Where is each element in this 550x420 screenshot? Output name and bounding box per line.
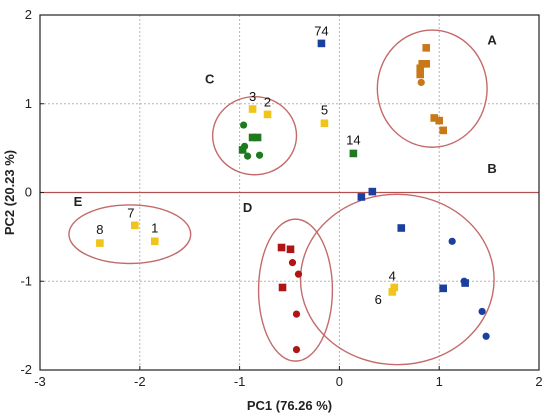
y-tick-label: -1: [20, 273, 32, 288]
point-label: 74: [314, 23, 328, 38]
point-label: 6: [375, 292, 382, 307]
data-point: [390, 283, 399, 292]
cluster-ellipse-c: [211, 95, 298, 176]
group-label-d: D: [243, 200, 252, 215]
data-point: [292, 310, 301, 318]
x-tick-label: -2: [134, 374, 146, 389]
y-tick-label: 2: [25, 7, 32, 22]
data-point: [422, 60, 431, 68]
data-point: [430, 114, 439, 122]
cluster-ellipses: [68, 29, 495, 366]
data-point: [277, 243, 286, 252]
point-label: 3: [249, 89, 256, 104]
data-point: [238, 146, 247, 154]
data-point: [286, 245, 295, 254]
y-tick-label: -2: [20, 362, 32, 377]
data-point: [416, 64, 425, 73]
point-label: 8: [96, 222, 103, 237]
data-point: [418, 60, 427, 68]
cluster-ellipse-d: [257, 218, 334, 362]
cluster-ellipse-b: [299, 193, 495, 366]
data-point: [150, 237, 159, 246]
data-point: [96, 239, 104, 247]
x-tick-label: 1: [436, 374, 443, 389]
group-label-c: C: [205, 71, 215, 86]
x-tick-label: -3: [34, 374, 46, 389]
y-axis-ticks: -2 -1 0 1 2: [20, 7, 44, 377]
y-tick-label: 0: [25, 185, 32, 200]
data-points: [96, 39, 490, 354]
data-point: [248, 133, 257, 142]
data-point: [294, 270, 303, 278]
data-point: [439, 284, 447, 293]
x-axis-title: PC1 (76.26 %): [247, 398, 332, 413]
point-label: 7: [127, 205, 134, 220]
data-point: [478, 307, 486, 316]
y-axis-title: PC2 (20.23 %): [2, 150, 17, 235]
data-point: [288, 259, 297, 267]
data-point: [439, 126, 447, 135]
data-point: [448, 237, 456, 245]
data-point: [388, 288, 397, 296]
data-point: [422, 44, 431, 52]
data-point: [255, 151, 264, 159]
data-point: [292, 345, 301, 354]
data-point: [416, 70, 425, 79]
data-point: [243, 152, 252, 160]
y-tick-label: 1: [25, 96, 32, 111]
data-point: [263, 110, 272, 119]
data-point: [320, 119, 329, 128]
cluster-ellipse-a: [376, 29, 488, 148]
point-label: 1: [151, 220, 158, 235]
group-label-b: B: [487, 161, 496, 176]
point-label: 2: [264, 94, 271, 109]
data-point: [482, 332, 490, 340]
data-point: [131, 221, 139, 230]
data-point: [461, 279, 469, 287]
data-point: [248, 105, 257, 113]
data-point: [349, 149, 358, 158]
group-labels: A B C D E: [74, 32, 498, 215]
group-label-e: E: [74, 194, 83, 209]
x-tick-label: -1: [234, 374, 246, 389]
data-point: [417, 78, 425, 87]
point-label: 14: [346, 132, 360, 147]
data-point: [397, 224, 406, 232]
point-label: 4: [389, 268, 396, 283]
data-point: [253, 133, 262, 142]
data-point: [317, 39, 326, 48]
group-label-a: A: [487, 32, 497, 47]
x-axis-ticks: -3 -2 -1 0 1 2: [34, 366, 543, 389]
data-point: [357, 193, 366, 201]
point-label: 5: [321, 102, 328, 117]
cluster-ellipse-e: [68, 204, 192, 265]
data-point: [278, 283, 287, 292]
data-point: [435, 116, 443, 125]
data-point: [368, 187, 377, 196]
x-tick-label: 0: [336, 374, 343, 389]
x-tick-label: 2: [535, 374, 542, 389]
data-point: [239, 121, 248, 129]
